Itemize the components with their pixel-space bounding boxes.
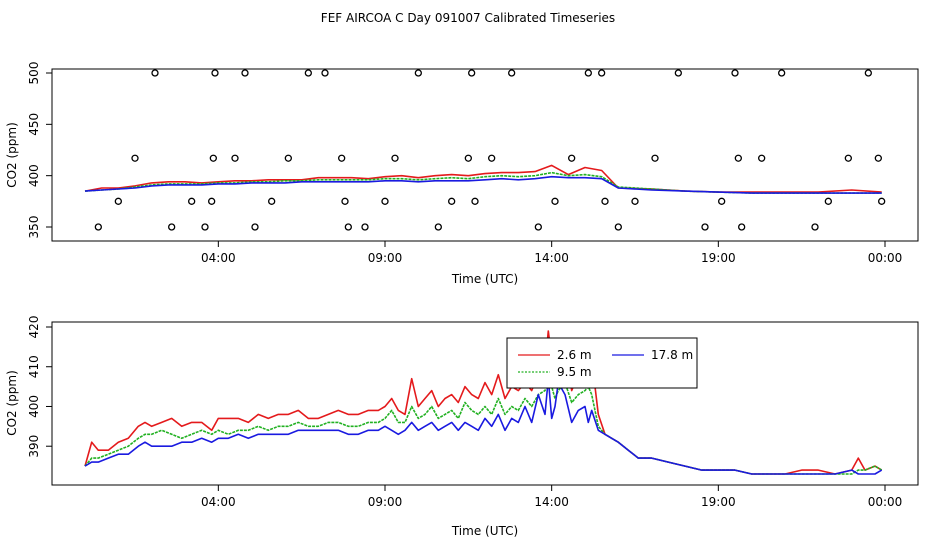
top-panel: 04:00 09:00 14:00 19:00 00:00 350 400 450 500 T… [5,62,919,286]
y-tick-label: 390 [27,435,41,458]
x-tick-label: 00:00 [868,251,903,265]
data-point-marker [168,223,176,231]
x-tick-label: 04:00 [201,251,236,265]
bottom-plot-marks [84,330,883,475]
data-point-marker [341,197,349,205]
data-point-marker [434,223,442,231]
top-x-axis-label: Time (UTC) [451,272,518,286]
data-point-marker [601,197,609,205]
y-tick-label: 500 [27,62,41,85]
data-point-marker [321,69,329,77]
data-point-marker [304,69,312,77]
y-tick-label: 420 [27,316,41,339]
data-point-marker [464,154,472,162]
legend-box [506,337,698,389]
bottom-y-axis-label: CO2 (ppm) [5,370,19,436]
chart-title: FEF AIRCOA C Day 091007 Calibrated Times… [321,11,615,25]
x-tick-label: 19:00 [701,251,736,265]
top-y-axis-label: CO2 (ppm) [5,122,19,188]
data-point-marker [361,223,369,231]
legend: 2.6 m 17.8 m 9.5 m [506,337,698,389]
bottom-plot-frame [51,321,919,486]
data-point-marker [551,197,559,205]
data-point-marker [614,223,622,231]
x-tick-label: 09:00 [368,495,403,509]
series-line-2-6-m [84,164,882,193]
data-point-marker [241,69,249,77]
data-point-marker [731,69,739,77]
y-tick-label: 400 [27,395,41,418]
legend-label-2-6m: 2.6 m [557,348,592,362]
top-y-axis: 350 400 450 500 [27,62,52,239]
bottom-x-axis: 04:00 09:00 14:00 19:00 00:00 [201,485,902,509]
data-point-marker [674,69,682,77]
bottom-panel: 04:00 09:00 14:00 19:00 00:00 390 400 410 420 T… [5,316,919,538]
x-tick-label: 09:00 [368,251,403,265]
data-point-marker [201,223,209,231]
series-line-2-6-m [84,330,883,475]
data-point-marker [114,197,122,205]
data-point-marker [284,154,292,162]
data-point-marker [488,154,496,162]
data-point-marker [391,154,399,162]
top-x-axis: 04:00 09:00 14:00 19:00 00:00 [201,241,902,265]
x-tick-label: 14:00 [534,251,569,265]
data-point-marker [268,197,276,205]
x-tick-label: 19:00 [701,495,736,509]
data-point-marker [208,197,216,205]
data-point-marker [471,197,479,205]
data-point-marker [468,69,476,77]
bottom-x-axis-label: Time (UTC) [451,524,518,538]
data-point-marker [381,197,389,205]
data-point-marker [811,223,819,231]
data-point-marker [878,197,886,205]
data-point-marker [598,69,606,77]
x-tick-label: 14:00 [534,495,569,509]
data-point-marker [778,69,786,77]
data-point-marker [631,197,639,205]
data-point-marker [718,197,726,205]
legend-label-17-8m: 17.8 m [651,348,693,362]
data-point-marker [94,223,102,231]
data-point-marker [448,197,456,205]
data-point-marker [338,154,346,162]
data-point-marker [734,154,742,162]
legend-label-9-5m: 9.5 m [557,365,592,379]
data-point-marker [251,223,259,231]
data-point-marker [188,197,196,205]
series-line-17-8-m [84,175,882,194]
data-point-marker [758,154,766,162]
data-point-marker [864,69,872,77]
data-point-marker [508,69,516,77]
data-point-marker [131,154,139,162]
top-plot-marks [84,69,886,231]
data-point-marker [844,154,852,162]
y-tick-label: 400 [27,164,41,187]
top-plot-frame [51,68,919,242]
y-tick-label: 450 [27,113,41,136]
data-point-marker [414,69,422,77]
data-point-marker [874,154,882,162]
x-tick-label: 00:00 [868,495,903,509]
y-tick-label: 350 [27,216,41,239]
series-line-17-8-m [84,377,883,475]
data-point-marker [584,69,592,77]
data-point-marker [151,69,159,77]
data-point-marker [209,154,217,162]
x-tick-label: 04:00 [201,495,236,509]
data-point-marker [701,223,709,231]
data-point-marker [344,223,352,231]
data-point-marker [651,154,659,162]
data-point-marker [568,154,576,162]
y-tick-label: 410 [27,355,41,378]
bottom-y-axis: 390 400 410 420 [27,316,52,458]
data-point-marker [824,197,832,205]
data-point-marker [534,223,542,231]
data-point-marker [231,154,239,162]
data-point-marker [738,223,746,231]
data-point-marker [211,69,219,77]
series-line-9-5-m [84,377,883,475]
